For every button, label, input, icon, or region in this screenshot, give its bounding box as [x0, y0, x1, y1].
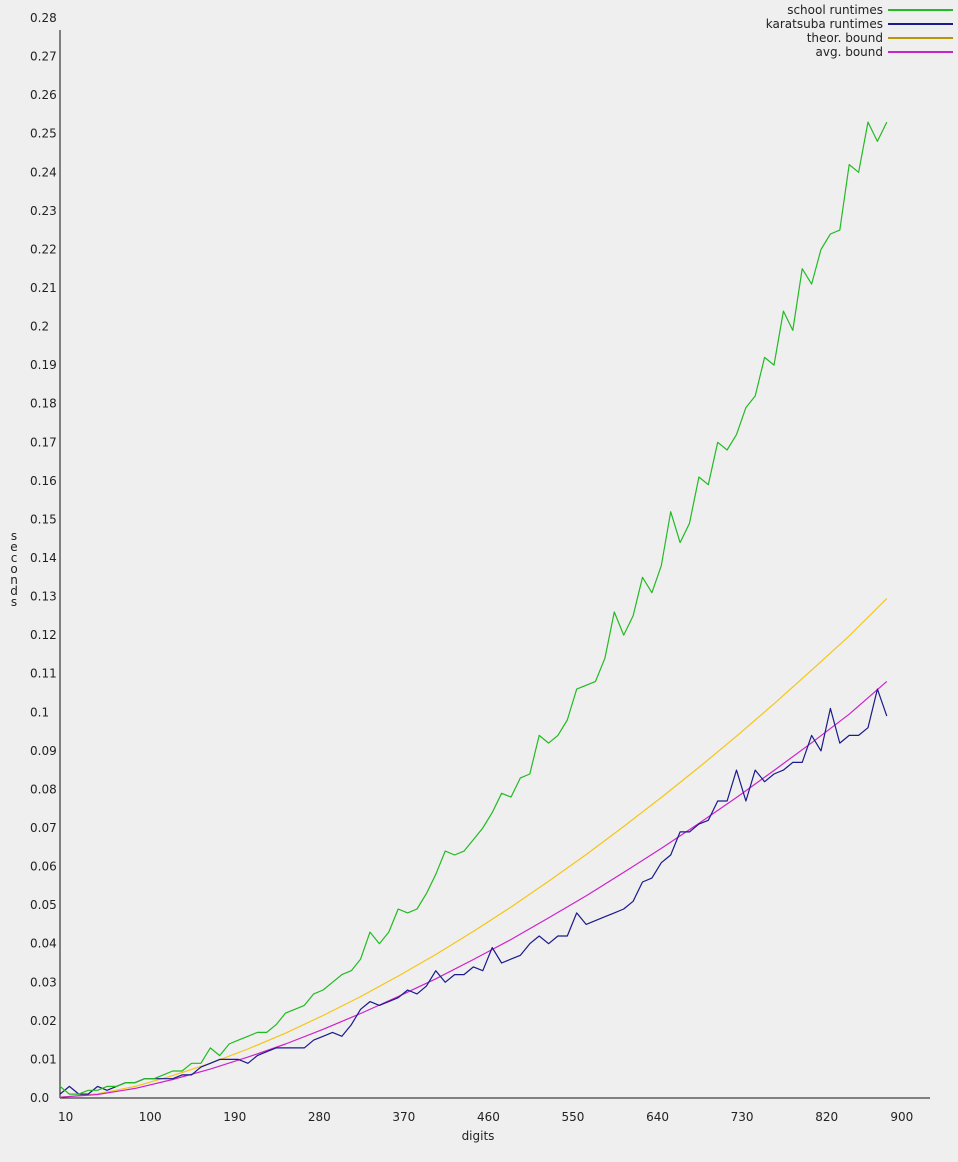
y-tick-label: 0.19: [30, 358, 57, 372]
y-tick-label: 0.11: [30, 667, 57, 681]
y-axis-label-letter: o: [10, 562, 17, 576]
series-line-school-runtimes: [59, 121, 888, 1095]
y-tick-label: 0.21: [30, 281, 57, 295]
y-axis-label-letter: n: [10, 573, 18, 587]
y-axis-label-letter: c: [11, 551, 18, 565]
series-line-theor-bound: [59, 598, 888, 1098]
x-tick-label: 820: [815, 1110, 838, 1124]
y-axis-label-letter: d: [10, 584, 18, 598]
y-tick-label: 0.15: [30, 512, 57, 526]
y-tick-label: 0.02: [30, 1014, 57, 1028]
y-tick-label: 0.03: [30, 975, 57, 989]
y-tick-label: 0.17: [30, 435, 57, 449]
legend-label: karatsuba runtimes: [766, 17, 883, 31]
x-tick-label: 190: [223, 1110, 246, 1124]
legend-label: theor. bound: [807, 31, 883, 45]
x-tick-label: 10: [58, 1110, 73, 1124]
series-lines: [59, 121, 888, 1098]
y-tick-label: 0.26: [30, 88, 57, 102]
x-tick-label: 100: [139, 1110, 162, 1124]
y-tick-label: 0.14: [30, 551, 57, 565]
y-tick-label: 0.01: [30, 1052, 57, 1066]
series-line-avg-bound: [59, 680, 888, 1098]
y-tick-label: 0.27: [30, 50, 57, 64]
legend-label: school runtimes: [787, 3, 883, 17]
y-tick-label: 0.06: [30, 860, 57, 874]
y-axis-label-letter: s: [11, 595, 17, 609]
x-tick-label: 900: [890, 1110, 913, 1124]
y-tick-label: 0.24: [30, 165, 57, 179]
x-tick-label: 730: [731, 1110, 754, 1124]
x-tick-label: 460: [477, 1110, 500, 1124]
y-tick-label: 0.2: [30, 320, 49, 334]
y-tick-label: 0.23: [30, 204, 57, 218]
y-axis-label-letter: e: [10, 540, 17, 554]
legend-label: avg. bound: [816, 45, 884, 59]
x-tick-label: 640: [646, 1110, 669, 1124]
tick-labels: 0.0 0.01 0.02 0.03 0.04 0.05 0.06 0.07 0.08 0.09 0…: [30, 11, 913, 1124]
y-tick-label: 0.09: [30, 744, 57, 758]
y-tick-label: 0.12: [30, 628, 57, 642]
y-tick-label: 0.1: [30, 705, 49, 719]
series-line-karatsuba-runtimes: [59, 688, 888, 1095]
y-tick-label: 0.04: [30, 937, 57, 951]
y-tick-label: 0.13: [30, 590, 57, 604]
x-axis-label: digits: [462, 1129, 495, 1143]
y-axis-label-letter: s: [11, 529, 17, 543]
y-tick-label: 0.18: [30, 397, 57, 411]
y-tick-label: 0.08: [30, 782, 57, 796]
y-tick-label: 0.05: [30, 898, 57, 912]
x-tick-label: 370: [392, 1110, 415, 1124]
y-tick-label: 0.16: [30, 474, 57, 488]
axes: [59, 30, 930, 1099]
y-tick-label: 0.28: [30, 11, 57, 25]
y-tick-label: 0.25: [30, 127, 57, 141]
x-tick-label: 280: [308, 1110, 331, 1124]
y-tick-label: 0.07: [30, 821, 57, 835]
y-tick-label: 0.22: [30, 242, 57, 256]
x-tick-label: 550: [562, 1110, 585, 1124]
y-tick-label: 0.0: [30, 1091, 49, 1105]
